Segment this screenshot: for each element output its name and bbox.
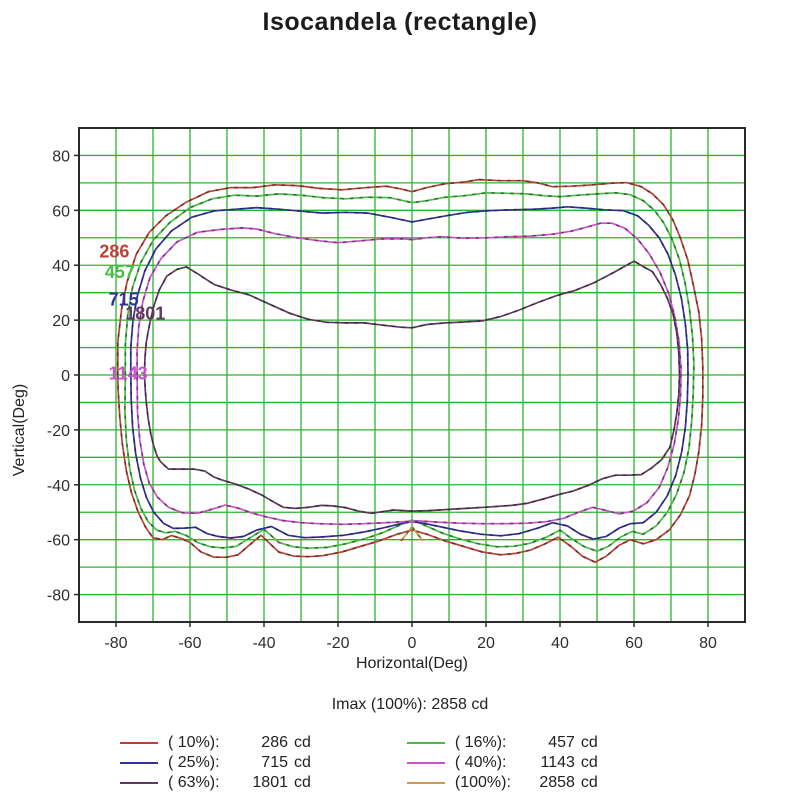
contour-dash-overlay [143,260,681,515]
legend-value: 1143 [540,753,575,771]
legend-row: ( 10%): 286 cd [120,734,311,751]
legend-unit: cd [580,753,598,771]
legend-row: ( 16%): 457 cd [406,733,598,751]
legend-percent-label: ( 25%): [168,753,220,771]
x-tick-label: 40 [551,635,569,652]
contour-dash-overlay [136,222,682,526]
x-tick-label: -20 [326,635,349,652]
y-tick-label: 20 [52,313,70,330]
legend-swatch-line [406,761,445,764]
contour-dash-overlay [129,205,689,540]
y-tick-label: 40 [52,258,70,275]
imax-caption: Imax (100%): 2858 cd [331,696,489,713]
y-tick-label: 0 [61,368,70,385]
legend-swatch-line [406,741,445,744]
y-tick-label: -80 [47,588,70,605]
legend-swatch-line [120,741,158,744]
legend-value: 457 [548,733,575,751]
contour-label-286: 286 [99,242,129,262]
y-tick-label: -20 [47,423,70,440]
legend-value: 1801 [252,773,288,791]
legend-unit: cd [294,753,311,771]
contour-label-1801: 1801 [125,303,165,323]
legend-swatch-line [120,761,158,764]
legend-swatch-line [406,781,445,784]
contour-dash-overlay [124,191,695,553]
contour-dash-overlay [400,525,424,542]
legend-value: 715 [261,753,288,771]
legend-swatch-line [120,781,158,784]
contour-16457 [124,191,695,553]
x-tick-label: 0 [408,635,417,652]
legend-percent-label: ( 16%): [454,733,507,751]
legend-percent-label: ( 40%): [454,753,507,771]
y-tick-label: -60 [47,533,70,550]
legend-row: (100%): 2858 cd [406,773,598,791]
legend-unit: cd [294,733,311,751]
x-tick-label: 60 [625,635,643,652]
y-tick-label: 60 [52,203,70,220]
y-axis-title: Vertical(Deg) [11,384,28,476]
contour-25715 [129,205,689,540]
x-tick-label: -40 [252,635,275,652]
legend-unit: cd [580,773,598,791]
x-tick-label: 80 [699,635,717,652]
page-title: Isocandela (rectangle) [262,8,538,36]
contour-label-715: 715 [109,290,139,310]
legend-percent-label: ( 10%): [168,733,220,751]
legend-row: ( 25%): 715 cd [120,754,311,771]
legend-unit: cd [294,773,311,791]
legend: ( 10%): 286 cd( 25%): 715 cd( 63%): 1801 cd( 1… [120,734,598,791]
legend-column-1: ( 10%): 286 cd ( 25%): 715 cd ( 63%): 1801 cd [120,734,311,791]
x-axis-title: Horizontal(Deg) [356,655,468,672]
legend-percent-label: ( 63%): [168,773,220,791]
legend-row: ( 63%): 1801 cd [120,774,311,791]
x-tick-label: 20 [477,635,495,652]
legend-unit: cd [580,733,598,751]
legend-percent-label: (100%): [454,773,511,791]
contour-10286 [116,178,704,564]
x-tick-label: -60 [178,635,201,652]
legend-value: 286 [261,733,288,751]
x-tick-label: -80 [104,635,127,652]
y-tick-label: 80 [52,148,70,165]
contour-label-457: 457 [105,262,135,282]
y-tick-label: -40 [47,478,70,495]
legend-row: ( 40%): 1143 cd [406,753,598,771]
contour-dash-overlay [116,178,704,564]
legend-value: 2858 [539,773,575,791]
legend-column-2: ( 16%): 457 cd ( 40%): 1143 cd (100%): 2858 cd [406,733,598,791]
contour-label-1143: 1143 [109,364,148,384]
